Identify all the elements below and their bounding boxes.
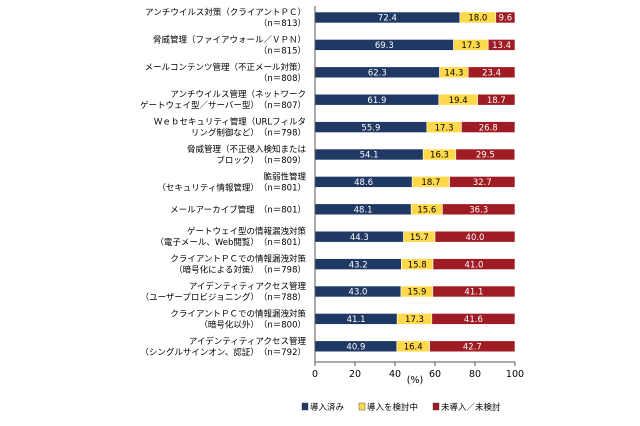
data-label: 72.4 — [378, 14, 397, 24]
legend-label: 未導入／未検討 — [441, 402, 501, 413]
category-label: リング制御など） （n＝798） — [191, 128, 306, 139]
category-labels: アンチウイルス対策（クライアントＰＣ）（n＝813） 脅威管理（ファイアウォール／… — [140, 7, 307, 358]
x-tick-label: 80 — [469, 369, 481, 380]
bar-segment — [495, 11, 516, 24]
legend-swatch — [301, 402, 309, 411]
data-label: 55.9 — [361, 123, 380, 133]
bar-segment — [467, 66, 516, 79]
x-axis: 0 20 40 60 80 100 (%) — [312, 6, 524, 386]
data-label: 62.3 — [368, 69, 387, 79]
data-label: 48.1 — [354, 206, 373, 216]
data-label: 15.7 — [410, 233, 429, 243]
category-label: （電子メール、Web閲覧） （n＝801） — [155, 237, 306, 248]
data-label: 23.4 — [482, 69, 501, 79]
legend-swatch — [432, 402, 440, 411]
bar-segment — [432, 285, 516, 298]
data-label: 44.3 — [350, 233, 369, 243]
data-label: 13.4 — [492, 41, 511, 51]
data-label: 26.8 — [479, 123, 498, 133]
bar-segment — [434, 230, 516, 243]
category-label: （暗号化以外） （n＝800） — [199, 319, 306, 330]
category-label: ゲートウェイ型の情報漏洩対策 — [187, 226, 307, 237]
category-label: ゲートウェイ型／サーバー型） （n＝807） — [140, 100, 306, 111]
category-label: Ｗｅｂセキュリティ管理（URLフィルタ — [154, 117, 306, 128]
data-label: 40.0 — [466, 233, 485, 243]
data-label: 41.1 — [347, 315, 366, 325]
category-label: アンチウイルス対策（クライアントＰＣ） — [145, 7, 306, 18]
data-label: 18.0 — [468, 14, 487, 24]
category-label: メールアーカイブ管理 （n＝801） — [170, 204, 306, 215]
x-axis-label: (%) — [407, 375, 423, 386]
data-label: 17.3 — [405, 315, 424, 325]
data-label: 16.3 — [430, 151, 449, 161]
data-label: 19.4 — [449, 96, 468, 106]
data-label: 41.6 — [464, 315, 483, 325]
legend-swatch — [358, 402, 366, 411]
bar-segment — [461, 121, 516, 133]
category-label: アイデンティティアクセス管理 — [189, 336, 307, 347]
data-label: 43.2 — [349, 260, 368, 270]
legend-label: 導入を検討中 — [367, 402, 418, 413]
x-tick-label: 0 — [312, 369, 318, 380]
legend: 導入済み 導入を検討中 未導入／未検討 — [301, 402, 501, 413]
data-label: 48.6 — [354, 178, 373, 188]
category-label: （セキュリティ情報管理） （n＝801） — [157, 182, 306, 193]
data-label: 17.3 — [435, 123, 454, 133]
category-label: （ユーザープロビジョニング） （n＝788） — [141, 292, 306, 303]
bar-segment — [429, 340, 516, 353]
category-label: ブロック） （n＝809） — [216, 155, 306, 166]
data-label: 42.7 — [463, 343, 482, 353]
data-label: 61.9 — [367, 96, 386, 106]
bar-segment — [431, 313, 516, 325]
bar-segment — [487, 39, 516, 51]
data-label: 15.8 — [408, 260, 427, 270]
data-label: 54.1 — [360, 151, 379, 161]
x-tick-label: 60 — [429, 369, 441, 380]
legend-label: 導入済み — [310, 402, 345, 413]
bar-segment — [432, 258, 516, 270]
x-tick-label: 100 — [506, 369, 524, 380]
data-label: 15.9 — [407, 288, 426, 298]
data-label: 43.0 — [349, 288, 368, 298]
bar-segment — [449, 176, 516, 188]
bars: 72.4 18.0 9.6 69.3 17.3 13.4 62.3 14.3 23.4 61.9 1… — [314, 11, 516, 353]
data-label: 14.3 — [444, 69, 463, 79]
bar-segment — [442, 203, 516, 216]
data-label: 16.4 — [404, 343, 423, 353]
data-label: 15.6 — [417, 206, 436, 216]
data-label: 29.5 — [476, 151, 495, 161]
category-label: 脅威管理（不正侵入検知または — [187, 144, 307, 155]
category-label: アンチウイルス管理（ネットワーク — [170, 89, 306, 100]
x-tick-label: 20 — [349, 369, 361, 380]
category-label: （シングルサインオン、認証） （n＝792） — [140, 347, 306, 358]
category-label: 脅威管理（ファイアウォール／ＶＰＮ） — [153, 34, 306, 45]
x-tick-label: 40 — [389, 369, 401, 380]
data-label: 32.7 — [473, 178, 492, 188]
data-label: 17.3 — [461, 41, 480, 51]
bar-segment — [477, 93, 516, 106]
category-label: メールコンテンツ管理（不正メール対策） — [145, 62, 306, 73]
data-label: 41.1 — [464, 288, 483, 298]
data-label: 9.6 — [499, 14, 513, 24]
data-label: 18.7 — [421, 178, 440, 188]
data-label: 40.9 — [346, 343, 365, 353]
category-label: （n＝815） — [259, 45, 306, 56]
data-label: 41.0 — [465, 260, 484, 270]
category-label: （暗号化による対策） （n＝798） — [174, 265, 306, 276]
category-label: アイデンティティアクセス管理 — [189, 281, 307, 292]
data-label: 18.7 — [487, 96, 506, 106]
category-label: （n＝813） — [259, 18, 306, 29]
data-label: 36.3 — [469, 206, 488, 216]
category-label: （n＝808） — [259, 73, 306, 84]
category-label: クライアントＰＣでの情報漏洩対策 — [170, 254, 306, 265]
category-label: 脆弱性管理 — [263, 171, 306, 182]
data-label: 69.3 — [375, 41, 394, 51]
bar-segment — [455, 148, 516, 161]
category-label: クライアントＰＣでの情報漏洩対策 — [170, 308, 306, 319]
